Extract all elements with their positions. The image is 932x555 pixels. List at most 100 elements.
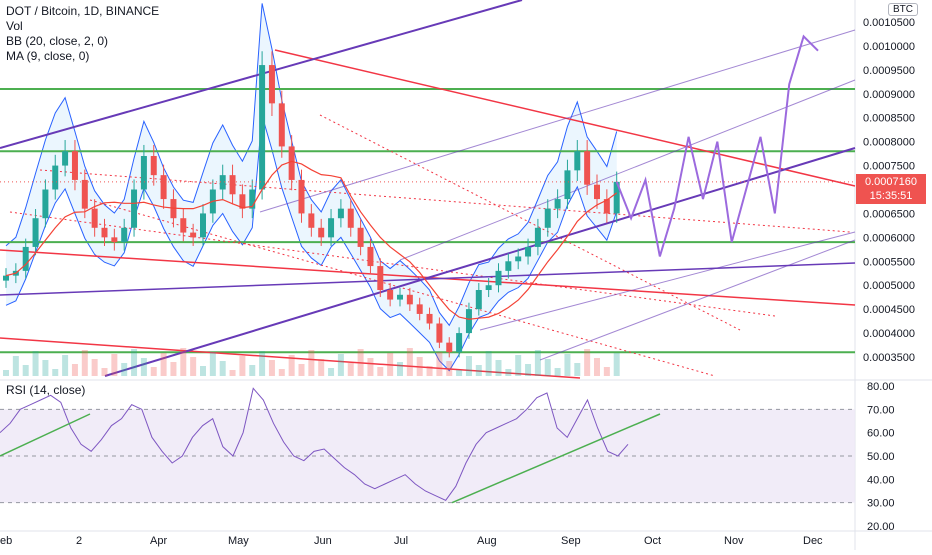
candle-body <box>131 189 138 228</box>
volume-bar <box>367 358 374 376</box>
rsi-legend[interactable]: RSI (14, close) <box>6 383 86 397</box>
red-channel-lower <box>0 337 581 379</box>
candle-body <box>594 184 600 200</box>
candle-body <box>347 208 354 228</box>
moving-average-line <box>5 160 618 320</box>
volume-bar <box>328 368 335 376</box>
candle-body <box>613 181 620 214</box>
candle-body <box>62 151 69 166</box>
volume-bar <box>239 356 246 376</box>
last-price-tag: 0.0007160 15:35:51 <box>856 173 926 204</box>
volume-bar <box>209 352 216 376</box>
volume-bar <box>190 357 197 376</box>
symbol-title[interactable]: DOT / Bitcoin, 1D, BINANCE <box>6 4 160 18</box>
bollinger-fill <box>6 3 617 371</box>
candle-body <box>140 156 147 190</box>
volume-bar <box>32 351 39 376</box>
candle-body <box>71 151 78 180</box>
projection-path <box>615 34 819 257</box>
price-tick-label: 0.0003500 <box>863 352 915 364</box>
volume-bar <box>259 351 266 376</box>
candle-body <box>495 270 502 286</box>
volume-bar <box>150 367 157 376</box>
price-tick-label: 0.0010000 <box>863 41 915 53</box>
candle-body <box>387 290 394 300</box>
volume-bar <box>475 365 482 376</box>
candle-body <box>200 213 206 238</box>
candle-body <box>308 213 315 228</box>
volume-bar <box>337 354 344 376</box>
candle-body <box>554 199 561 209</box>
volume-bar <box>534 350 541 376</box>
volume-bar <box>288 355 295 376</box>
bar-countdown: 15:35:51 <box>869 189 913 202</box>
candle-body <box>318 227 325 238</box>
rsi-tick-label: 50.00 <box>867 451 895 463</box>
price-tick-label: 0.0010500 <box>863 17 915 29</box>
candle-body <box>505 261 512 271</box>
candle-body <box>111 237 118 243</box>
volume-bar <box>613 353 620 376</box>
candle-body <box>298 179 305 214</box>
candle-body <box>160 175 167 200</box>
purple-channel-thin <box>399 79 856 261</box>
volume-bar <box>377 367 384 376</box>
volume-bar <box>564 354 571 376</box>
volume-bar <box>485 351 492 376</box>
bollinger-label[interactable]: BB (20, close, 2, 0) <box>6 34 109 48</box>
volume-bar <box>397 362 403 376</box>
volume-bar <box>436 352 443 376</box>
volume-bar <box>298 364 305 376</box>
candle-body <box>367 246 374 267</box>
time-tick-label: Jul <box>394 535 408 547</box>
volume-bar <box>505 369 512 376</box>
candle-body <box>485 285 492 290</box>
candle-body <box>249 189 256 209</box>
volume-bar <box>22 365 29 376</box>
volume-bar <box>71 364 78 376</box>
volume-bar <box>219 361 226 376</box>
purple-channel-thin <box>539 239 856 361</box>
rsi-trendline <box>0 413 91 457</box>
candle-body <box>229 175 236 195</box>
volume-bar <box>62 355 69 376</box>
volume-bar <box>544 359 551 376</box>
price-tick-label: 0.0008000 <box>863 137 915 149</box>
candle-body <box>219 175 226 190</box>
volume-bar <box>318 359 325 376</box>
currency-badge[interactable]: BTC <box>888 3 918 16</box>
price-tick-label: 0.0009500 <box>863 65 915 77</box>
volume-bar <box>131 349 138 376</box>
volume-bar <box>554 368 561 376</box>
candle-body <box>574 151 581 171</box>
volume-bar <box>416 357 423 376</box>
rsi-tick-label: 40.00 <box>867 474 895 486</box>
volume-bar <box>160 353 167 376</box>
time-tick-label: Nov <box>724 535 744 547</box>
candle-body <box>288 146 295 180</box>
ma-label[interactable]: MA (9, close, 0) <box>6 49 90 63</box>
candle-body <box>584 151 591 185</box>
volume-label[interactable]: Vol <box>6 19 23 33</box>
volume-bar <box>180 348 187 376</box>
candle-body <box>81 179 88 209</box>
candle-body <box>239 194 246 209</box>
purple-channel-mid <box>104 147 856 377</box>
candle-body <box>3 275 9 281</box>
candle-body <box>42 189 49 219</box>
candle-body <box>328 218 335 238</box>
volume-bar <box>278 369 285 376</box>
rsi-tick-label: 80.00 <box>867 381 895 393</box>
rsi-line <box>0 387 629 501</box>
volume-bar <box>465 356 472 376</box>
volume-bar <box>111 354 118 376</box>
red-channel-dotted <box>9 211 776 317</box>
candle-body <box>377 266 384 290</box>
candle-body <box>22 246 29 271</box>
red-channel-dotted <box>89 199 716 377</box>
time-tick-label: May <box>228 535 249 547</box>
candle-body <box>515 256 522 262</box>
candle-body <box>603 199 610 214</box>
